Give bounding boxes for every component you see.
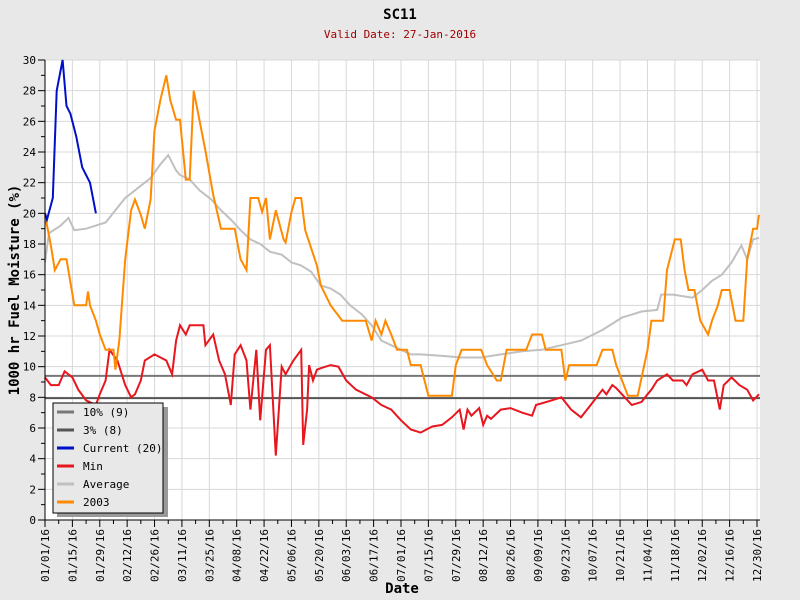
series-line-min: [44, 322, 760, 456]
series-line-average: [44, 153, 760, 359]
y-tick-label: 28: [23, 85, 36, 98]
x-tick-label: 07/01/16: [395, 529, 408, 582]
x-tick-label: 08/26/16: [505, 529, 518, 582]
x-tick-label: 03/11/16: [176, 529, 189, 582]
legend-box: [52, 402, 164, 514]
y-tick-label: 4: [29, 453, 36, 466]
y-tick-label: 18: [23, 238, 36, 251]
x-tick-label: 02/26/16: [149, 529, 162, 582]
legend-label: 10% (9): [83, 406, 129, 419]
y-tick-label: 6: [29, 422, 36, 435]
x-tick-label: 04/08/16: [231, 529, 244, 582]
x-tick-label: 01/29/16: [94, 529, 107, 582]
x-tick-label: 01/01/16: [39, 529, 52, 582]
x-tick-label: 06/03/16: [340, 529, 353, 582]
legend-label: Average: [83, 478, 129, 491]
y-tick-label: 30: [23, 54, 36, 67]
y-tick-label: 12: [23, 330, 36, 343]
x-tick-label: 01/15/16: [66, 529, 79, 582]
x-tick-label: 10/21/16: [614, 529, 627, 582]
x-tick-label: 11/04/16: [641, 529, 654, 582]
x-tick-label: 10/07/16: [587, 529, 600, 582]
y-tick-label: 8: [29, 391, 36, 404]
x-tick-label: 02/12/16: [121, 529, 134, 582]
x-tick-label: 12/30/16: [751, 529, 764, 582]
x-tick-label: 05/20/16: [313, 529, 326, 582]
x-tick-label: 09/23/16: [559, 529, 572, 582]
y-tick-label: 24: [23, 146, 37, 159]
y-axis-label: 1000 hr Fuel Moisture (%): [7, 185, 23, 396]
legend-label: Min: [83, 460, 103, 473]
y-tick-label: 0: [29, 514, 36, 527]
y-tick-label: 10: [23, 361, 36, 374]
y-tick-label: 16: [23, 269, 36, 282]
legend-label: 2003: [83, 496, 110, 509]
x-tick-label: 06/17/16: [368, 529, 381, 582]
x-tick-label: 12/16/16: [724, 529, 737, 582]
x-tick-label: 07/15/16: [422, 529, 435, 582]
x-tick-label: 08/12/16: [477, 529, 490, 582]
x-tick-label: 12/02/16: [696, 529, 709, 582]
chart-subtitle: Valid Date: 27-Jan-2016: [324, 28, 476, 41]
x-tick-label: 05/06/16: [285, 529, 298, 582]
legend-label: 3% (8): [83, 424, 123, 437]
chart-title: SC11: [383, 7, 417, 23]
x-tick-label: 07/29/16: [450, 529, 463, 582]
x-tick-label: 03/25/16: [203, 529, 216, 582]
x-axis-label: Date: [385, 581, 419, 597]
x-tick-label: 11/18/16: [669, 529, 682, 582]
y-tick-label: 22: [23, 177, 36, 190]
y-tick-label: 2: [29, 483, 36, 496]
legend: 10% (9) 3% (8) Current (20) Min Average 2003: [52, 402, 168, 517]
series-line-2003: [44, 75, 760, 397]
y-tick-label: 26: [23, 115, 36, 128]
x-tick-label: 04/22/16: [258, 529, 271, 582]
series-line-current-20: [44, 59, 97, 224]
y-tick-label: 14: [23, 299, 37, 312]
legend-label: Current (20): [83, 442, 162, 455]
y-tick-label: 20: [23, 207, 36, 220]
x-tick-label: 09/09/16: [532, 529, 545, 582]
